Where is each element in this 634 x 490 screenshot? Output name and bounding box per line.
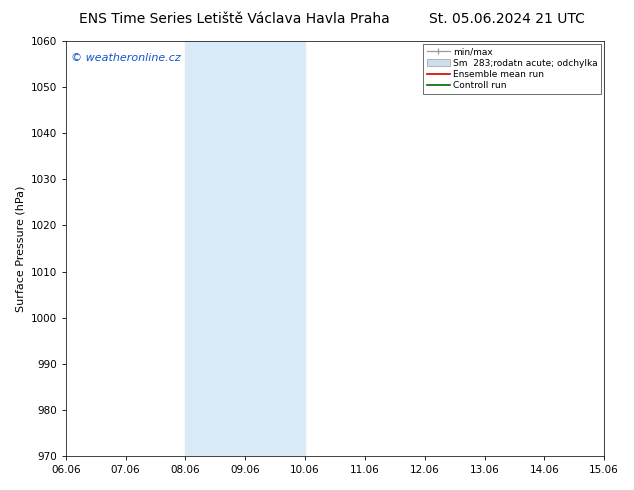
Text: St. 05.06.2024 21 UTC: St. 05.06.2024 21 UTC: [429, 12, 585, 26]
Legend: min/max, Sm  283;rodatn acute; odchylka, Ensemble mean run, Controll run: min/max, Sm 283;rodatn acute; odchylka, …: [424, 44, 602, 94]
Bar: [604, 41, 634, 456]
Text: © weatheronline.cz: © weatheronline.cz: [71, 53, 181, 64]
Y-axis label: Surface Pressure (hPa): Surface Pressure (hPa): [15, 185, 25, 312]
Bar: [186, 41, 305, 456]
Text: ENS Time Series Letiště Václava Havla Praha: ENS Time Series Letiště Václava Havla Pr…: [79, 12, 390, 26]
